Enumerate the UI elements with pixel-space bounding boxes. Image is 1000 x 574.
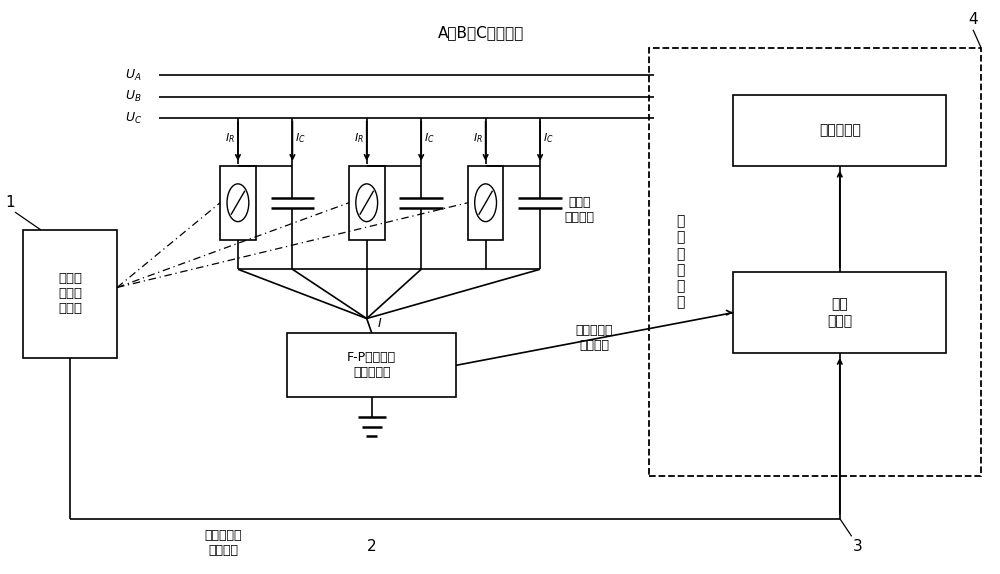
Text: 3: 3	[853, 538, 863, 554]
Text: $U_B$: $U_B$	[125, 89, 142, 104]
Text: 监控计算机: 监控计算机	[819, 123, 861, 137]
Bar	[349, 166, 385, 240]
Text: $I_R$: $I_R$	[473, 131, 483, 145]
Bar	[468, 166, 503, 240]
Bar	[287, 333, 456, 397]
Text: 2: 2	[367, 538, 376, 554]
Text: 电路光信号
光纤传输: 电路光信号 光纤传输	[576, 324, 613, 352]
Text: 温度光信号
光纤传输: 温度光信号 光纤传输	[204, 529, 242, 557]
Text: 1: 1	[5, 195, 15, 210]
Text: 光纤光
栅温度
传感器: 光纤光 栅温度 传感器	[58, 273, 82, 315]
Text: $I_R$: $I_R$	[354, 131, 364, 145]
Text: $I_C$: $I_C$	[295, 131, 306, 145]
Text: F-P光纤泄漏
电流传感器: F-P光纤泄漏 电流传感器	[347, 351, 396, 379]
Text: 避雷器
等效电路: 避雷器 等效电路	[565, 196, 595, 224]
Bar	[733, 272, 946, 353]
Text: 变
电
站
监
控
室: 变 电 站 监 控 室	[677, 214, 685, 309]
Text: $I$: $I$	[377, 317, 382, 330]
Bar	[733, 95, 946, 166]
Bar	[23, 230, 117, 358]
Text: A、B、C三相导线: A、B、C三相导线	[438, 25, 524, 40]
Text: $I_C$: $I_C$	[424, 131, 435, 145]
Text: $I_R$: $I_R$	[225, 131, 235, 145]
Text: $I_C$: $I_C$	[543, 131, 554, 145]
Text: 4: 4	[968, 13, 978, 28]
Bar	[220, 166, 256, 240]
Text: $U_A$: $U_A$	[125, 68, 142, 83]
Bar	[649, 48, 981, 476]
Text: $U_C$: $U_C$	[125, 111, 142, 126]
Text: 光纤
解调仳: 光纤 解调仳	[827, 297, 852, 328]
